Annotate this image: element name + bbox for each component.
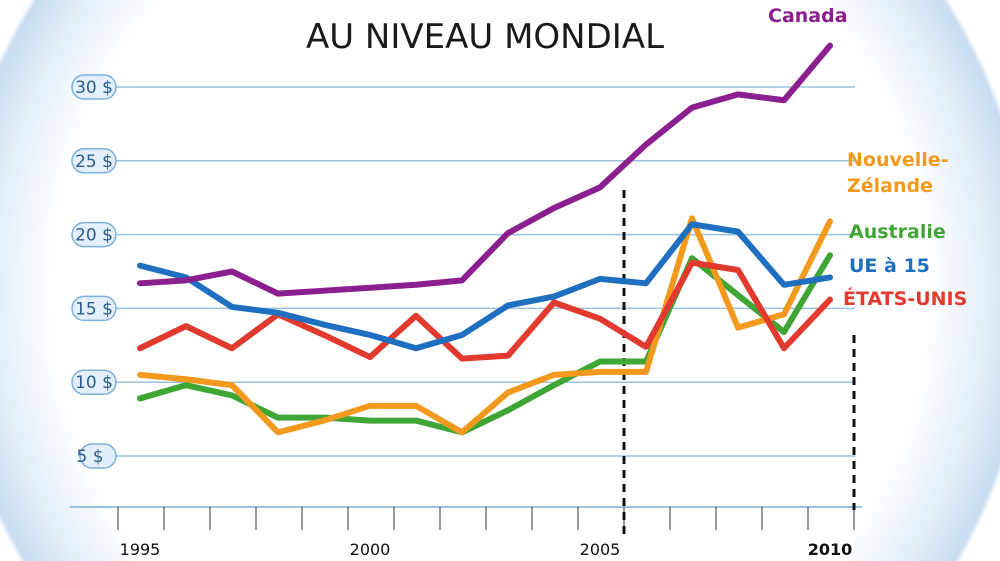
y-tick-label: 30 $ [75, 78, 113, 98]
x-tick-label: 1995 [120, 540, 161, 559]
y-tick-pill [71, 295, 117, 322]
chart-title: AU NIVEAU MONDIAL [306, 17, 664, 57]
x-tick-label: 2000 [350, 540, 391, 559]
series-line--tats-unis [137, 259, 833, 362]
x-tick-label: 2005 [580, 540, 621, 559]
series-label: Canada [768, 5, 848, 27]
series-line-australie [137, 252, 833, 436]
y-tick-pill [71, 221, 117, 248]
series-line-ue- [137, 221, 833, 352]
series-label: Zélande [847, 175, 933, 197]
y-tick-label: 10 $ [75, 373, 113, 393]
y-tick-pill [79, 443, 117, 469]
y-tick-pill [71, 74, 117, 100]
series-line-canada [137, 42, 833, 297]
y-tick-label: 20 $ [75, 226, 113, 246]
series-label: ÉTATS-UNIS [843, 287, 967, 310]
y-tick-label: 15 $ [75, 299, 113, 319]
y-tick-label: 25 $ [75, 152, 113, 172]
series-label: Nouvelle- [847, 149, 949, 171]
y-tick-pill [71, 148, 117, 174]
y-tick-pill [71, 369, 117, 395]
series-label: Australie [849, 221, 946, 243]
series-line-nouvelle-z-lande [137, 215, 833, 436]
x-tick-label: 2010 [808, 540, 853, 559]
y-tick-label: 5 $ [76, 447, 103, 467]
series-label: UE à 15 [849, 255, 930, 277]
